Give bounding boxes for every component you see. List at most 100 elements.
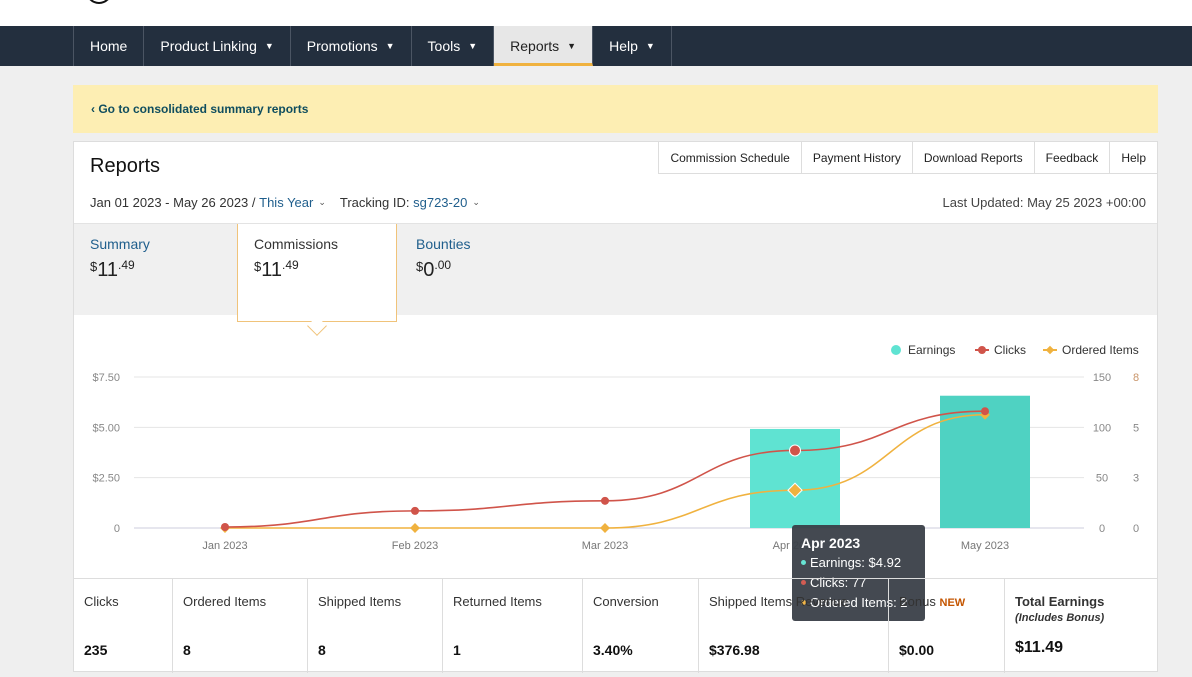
- tab-commissions[interactable]: Commissions $11.49: [237, 224, 397, 322]
- x-tick-label: Jan 2023: [202, 540, 247, 552]
- nav-tools[interactable]: Tools ▼: [412, 26, 495, 66]
- consolidated-banner: ‹ Go to consolidated summary reports: [73, 85, 1158, 133]
- stat-conversion: Conversion 3.40%: [583, 579, 699, 673]
- tab-summary[interactable]: Summary $11.49: [74, 224, 234, 316]
- x-tick-label: May 2023: [961, 540, 1009, 552]
- nav-help[interactable]: Help ▼: [593, 26, 672, 66]
- chart-svg: 0 $2.50 $5.00 $7.50 0 50 100 150 0 3 5 8 Jan 2023 Feb…: [92, 343, 1139, 552]
- amazon-logo-icon[interactable]: [86, 0, 112, 4]
- ordered-items-line: [225, 413, 986, 529]
- nav-reports[interactable]: Reports ▼: [494, 26, 594, 66]
- stat-value: 235: [84, 642, 108, 658]
- stat-value: $11.49: [1015, 639, 1064, 656]
- nav-label: Tools: [427, 38, 461, 54]
- y-right-clicks-tick: 0: [1099, 523, 1105, 535]
- date-range: Jan 01 2023 - May 26 2023 /: [90, 195, 256, 210]
- y-left-tick: $2.50: [92, 473, 120, 485]
- ordered-items-point: [787, 482, 803, 499]
- legend-label: Clicks: [994, 343, 1026, 357]
- y-right-clicks-tick: 150: [1093, 372, 1111, 384]
- commissions-amount: $11.49: [254, 258, 299, 281]
- legend-label: Ordered Items: [1062, 343, 1139, 357]
- nav-label: Home: [90, 38, 128, 54]
- top-header: [0, 0, 1192, 26]
- ordered-items-point: [410, 523, 420, 533]
- link-download-reports[interactable]: Download Reports: [912, 141, 1035, 174]
- y-left-tick: $7.50: [92, 372, 120, 384]
- stat-value: 8: [318, 642, 326, 658]
- stat-sublabel: (Includes Bonus): [1015, 612, 1105, 624]
- legend-items-swatch: [1045, 345, 1055, 355]
- clicks-point: [411, 506, 419, 515]
- y-right-items-tick: 3: [1133, 473, 1139, 485]
- stat-total-earnings: Total Earnings (Includes Bonus) $11.49: [1005, 579, 1157, 673]
- stat-bonus: Bonus NEW $0.00: [889, 579, 1005, 673]
- nav-label: Product Linking: [160, 38, 257, 54]
- summary-amount: $11.49: [90, 258, 135, 281]
- stat-label: Shipped Items Revenue: [709, 594, 848, 609]
- caret-down-icon: ▼: [264, 41, 274, 51]
- ordered-items-point: [600, 523, 610, 533]
- stat-ordered-items: Ordered Items 8: [173, 579, 308, 673]
- tracking-id-dropdown[interactable]: sg723-20: [413, 195, 468, 210]
- report-links: Commission Schedule Payment History Downlo…: [658, 141, 1158, 174]
- chevron-down-icon[interactable]: ⌄: [318, 197, 326, 207]
- last-updated: Last Updated: May 25 2023 +00:00: [942, 195, 1146, 210]
- stat-returned-items: Returned Items 1: [443, 579, 583, 673]
- stat-label: Returned Items: [453, 594, 542, 609]
- x-tick-label: Feb 2023: [392, 540, 438, 552]
- clicks-point: [789, 444, 801, 457]
- stat-value: 1: [453, 642, 461, 658]
- tab-bounties[interactable]: Bounties $0.00: [400, 224, 560, 316]
- nav-label: Reports: [510, 38, 560, 54]
- clicks-point: [601, 496, 609, 505]
- bounties-amount: $0.00: [416, 258, 452, 281]
- main-navbar: Home Product Linking ▼ Promotions ▼ Tools ▼ Rep…: [0, 26, 1192, 66]
- summary-band: Summary $11.49 Commissions $11.49 Bounti…: [74, 223, 1157, 322]
- y-right-items-tick: 5: [1133, 422, 1139, 434]
- stat-value: $0.00: [899, 642, 935, 658]
- y-left-tick: $5.00: [92, 422, 120, 434]
- period-dropdown[interactable]: This Year: [259, 195, 314, 210]
- clicks-point: [981, 407, 989, 416]
- chevron-down-icon[interactable]: ⌄: [472, 197, 480, 207]
- consolidated-summary-link[interactable]: ‹ Go to consolidated summary reports: [91, 102, 309, 116]
- nav-home[interactable]: Home: [74, 26, 145, 66]
- nav-promotions[interactable]: Promotions ▼: [291, 26, 412, 66]
- y-left-tick: 0: [114, 523, 120, 535]
- nav-product-linking[interactable]: Product Linking ▼: [144, 26, 291, 66]
- y-right-items-tick: 8: [1133, 372, 1139, 384]
- caret-down-icon: ▼: [385, 41, 395, 51]
- stat-clicks: Clicks 235: [74, 579, 173, 673]
- page-title: Reports: [90, 155, 161, 177]
- earnings-chart: 0 $2.50 $5.00 $7.50 0 50 100 150 0 3 5 8 Jan 2023 Feb…: [74, 316, 1157, 621]
- new-badge: NEW: [939, 597, 966, 609]
- clicks-point: [221, 522, 229, 531]
- tooltip-earnings: Earnings: $4.92: [801, 553, 916, 573]
- tooltip-title: Apr 2023: [801, 535, 861, 551]
- stat-shipped-items-revenue: Shipped Items Revenue $376.98: [699, 579, 889, 673]
- legend-earnings-swatch: [891, 345, 901, 355]
- link-help[interactable]: Help: [1110, 141, 1158, 174]
- reports-card: Reports Commission Schedule Payment Histo…: [73, 141, 1158, 673]
- stat-value: $376.98: [709, 642, 760, 658]
- y-right-clicks-tick: 50: [1096, 473, 1108, 485]
- nav-label: Help: [609, 38, 638, 54]
- stat-label: Shipped Items: [318, 594, 402, 609]
- caret-down-icon: ▼: [468, 41, 478, 51]
- filter-row: Jan 01 2023 - May 26 2023 / This Year ⌄ T…: [90, 195, 480, 210]
- tooltip-ordered-items: Ordered Items: 2: [801, 593, 916, 613]
- legend-clicks-swatch: [978, 346, 986, 354]
- clicks-line: [224, 410, 986, 528]
- stat-value: 8: [183, 642, 191, 658]
- tab-bounties-label: Bounties: [416, 236, 471, 252]
- stat-shipped-items: Shipped Items 8: [308, 579, 443, 673]
- caret-down-icon: ▼: [645, 41, 655, 51]
- link-commission-schedule[interactable]: Commission Schedule: [658, 141, 802, 174]
- link-feedback[interactable]: Feedback: [1034, 141, 1111, 174]
- legend-label: Earnings: [908, 343, 955, 357]
- x-tick-label: Mar 2023: [582, 540, 628, 552]
- stats-row: Clicks 235 Ordered Items 8 Shipped Items 8 Ret…: [74, 578, 1157, 673]
- link-payment-history[interactable]: Payment History: [801, 141, 913, 174]
- stat-label: Bonus: [899, 594, 936, 609]
